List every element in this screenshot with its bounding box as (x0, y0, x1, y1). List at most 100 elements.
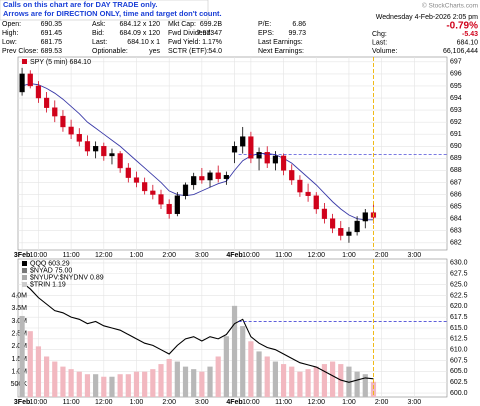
volume-bar (199, 371, 205, 397)
y2-tick-label: 617.5 (450, 314, 468, 321)
candle-body (199, 176, 205, 181)
volume-bar (289, 366, 295, 397)
quote-label: Next Earnings: (258, 48, 304, 55)
y-tick-label: 1.5M (11, 356, 27, 363)
volume-bar (35, 346, 42, 397)
y-tick-label: 695 (450, 83, 462, 90)
y-tick-label: 500K (11, 381, 28, 388)
volume-bar (44, 356, 50, 397)
quote-value: 7.97347 (197, 30, 222, 37)
volume-bar (305, 369, 311, 397)
y2-tick-label: 605.0 (450, 368, 468, 375)
candle-body (191, 176, 197, 186)
candle-body (215, 172, 221, 180)
candle-body (305, 191, 311, 196)
quote-value: 1.17% (202, 39, 222, 46)
moving-average (21, 83, 374, 221)
quote-date: Wednesday 4-Feb-2026 2:05 pm (376, 14, 478, 21)
volume-bar (354, 371, 360, 397)
candle-body (93, 146, 99, 152)
volume-bar (125, 374, 131, 397)
x-tick-label: 12:00 (95, 252, 113, 259)
volume-bar (142, 371, 148, 397)
volume-bar (166, 359, 172, 397)
price-line (21, 282, 374, 383)
y-tick-label: 4.0M (11, 293, 27, 300)
quote-label: Mkt Cap: (168, 21, 196, 28)
candle-body (297, 179, 303, 193)
y2-tick-label: 602.5 (450, 379, 468, 386)
candle-body (101, 146, 107, 157)
volume-bar (362, 374, 368, 397)
y-tick-label: 683 (450, 228, 462, 235)
y-tick-label: 1.0M (11, 369, 27, 376)
candle-body (223, 175, 229, 180)
quote-label: Ask: (92, 21, 106, 28)
x-tick-label: 3:00 (408, 399, 422, 406)
volume-bar (280, 364, 287, 397)
quote-label: Last Earnings: (258, 39, 303, 46)
notice-line: Arrows are for DIRECTION ONLY, time and … (3, 9, 222, 18)
candle-body (174, 195, 180, 215)
x-tick-label: 1:00 (342, 399, 356, 406)
candle-body (264, 152, 270, 164)
quote-value: 690.35 (41, 21, 63, 28)
y-tick-label: 3.5M (11, 305, 27, 312)
legend-entry: SPY (5 min) 684.10 (30, 59, 91, 66)
quote-label: Last: (92, 39, 107, 46)
volume-bar (52, 361, 58, 397)
volume-bar (84, 374, 91, 397)
summary-value: -5.43 (462, 31, 478, 38)
y2-tick-label: 630.0 (450, 260, 468, 267)
y-tick-label: 694 (450, 95, 462, 102)
volume-bar (191, 369, 197, 397)
x-tick-label: 12:00 (95, 399, 113, 406)
quote-label: Open: (2, 21, 21, 28)
candle-body (207, 172, 213, 181)
quote-value: 689.53 (41, 48, 63, 55)
y2-tick-label: 610.0 (450, 347, 468, 354)
y-tick-label: 2.5M (11, 331, 27, 338)
x-tick-label: 10:00 (30, 252, 48, 259)
y2-tick-label: 620.0 (450, 303, 468, 310)
volume-bar (182, 366, 189, 397)
x-tick-label: 2:00 (375, 252, 389, 259)
x-tick-label: 2:00 (375, 399, 389, 406)
x-tick-label: 3:00 (195, 399, 209, 406)
candle-body (346, 231, 352, 236)
quote-label: Optionable: (92, 48, 128, 55)
candle-body (166, 203, 172, 215)
volume-bar (117, 374, 123, 397)
volume-bar (60, 366, 66, 397)
volume-bar (101, 376, 107, 397)
legend-entry: $TRIN 1.19 (30, 281, 66, 288)
y-tick-label: 693 (450, 107, 462, 114)
x-tick-label: 3Feb (14, 399, 30, 406)
y-tick-label: 688 (450, 167, 462, 174)
notice-box (0, 0, 209, 21)
y-tick-label: 2.0M (11, 343, 27, 350)
summary-value: 66,106,444 (443, 48, 478, 55)
candle-body (109, 153, 115, 157)
volume-bar (330, 361, 336, 397)
candle-body (330, 218, 336, 229)
quote-label: EPS: (258, 30, 274, 37)
x-tick-label: 2:00 (162, 252, 176, 259)
volume-bar (240, 326, 246, 397)
candle-body (44, 97, 50, 108)
quote-label: High: (2, 30, 18, 37)
legend-icon (22, 261, 27, 266)
legend-icon (22, 59, 27, 64)
candle-body (313, 195, 319, 210)
volume-bar (223, 336, 229, 397)
candle-body (35, 85, 42, 99)
quote-value: yes (149, 48, 160, 55)
summary-label: Chg: (372, 31, 387, 38)
candle-body (27, 73, 33, 87)
candle-body (117, 153, 123, 169)
candle-body (256, 152, 262, 159)
plot-area (17, 56, 448, 251)
quote-label: Prev Close: (2, 48, 38, 55)
y2-tick-label: 615.0 (450, 325, 468, 332)
volume-bar (231, 305, 238, 397)
